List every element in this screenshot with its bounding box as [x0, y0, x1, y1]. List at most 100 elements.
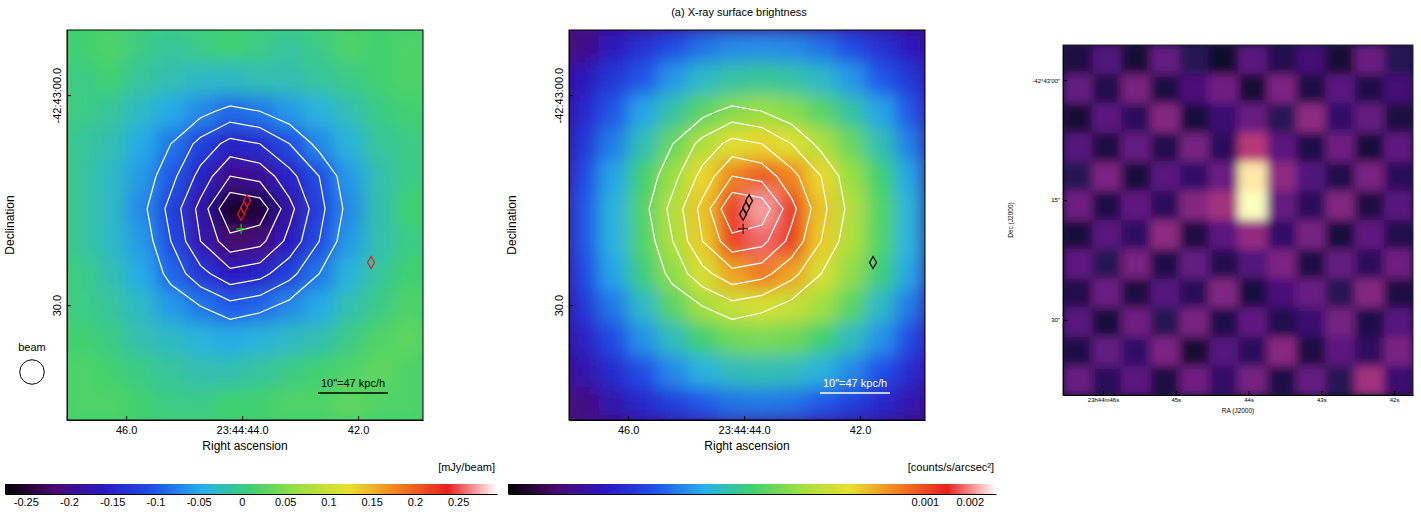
cell — [334, 323, 364, 356]
cell — [215, 290, 245, 323]
cell — [126, 290, 156, 323]
cell — [215, 355, 245, 388]
cell — [1063, 162, 1093, 192]
cell — [717, 30, 747, 63]
cell — [97, 225, 127, 258]
cell — [1355, 133, 1385, 163]
cell — [364, 193, 394, 226]
cell — [1384, 278, 1413, 308]
cell — [275, 95, 305, 128]
tick-label: 30.0 — [51, 295, 63, 316]
cell — [1121, 337, 1151, 367]
cell — [747, 63, 777, 96]
cell — [599, 193, 629, 226]
tick-label: 46.0 — [116, 424, 137, 436]
cell — [658, 258, 688, 291]
cell — [599, 160, 629, 193]
cell — [275, 30, 305, 63]
cell — [895, 258, 925, 291]
tick-label: 42s — [1390, 397, 1400, 403]
cell — [1180, 133, 1210, 163]
cell — [628, 290, 658, 323]
tick: -0.2 — [60, 494, 79, 508]
cell — [334, 30, 364, 63]
cell — [364, 290, 394, 323]
cell — [1063, 191, 1093, 221]
cell — [1180, 74, 1210, 104]
cell — [599, 30, 629, 63]
cell — [1151, 249, 1181, 279]
cell — [1209, 366, 1239, 395]
cell — [1151, 366, 1181, 395]
cell — [895, 323, 925, 356]
y-axis-title: Declination — [3, 195, 17, 254]
cell — [67, 193, 97, 226]
cell — [1092, 249, 1122, 279]
x-axis-title: Right ascension — [202, 439, 287, 453]
contours — [649, 106, 845, 319]
tick: 0.15 — [361, 494, 382, 508]
tick-mark — [569, 305, 573, 306]
cell — [1238, 220, 1268, 250]
cell — [1326, 366, 1356, 395]
tick-mark — [628, 416, 629, 420]
cell — [1151, 74, 1181, 104]
tick-label: 42.0 — [850, 424, 871, 436]
marker-plus — [236, 224, 246, 234]
cell — [1209, 278, 1239, 308]
cell — [1296, 133, 1326, 163]
tick: -42:43:00.0 — [553, 68, 573, 124]
cell — [777, 95, 807, 128]
scale-bar-label: 10"=47 kpc/h — [321, 377, 385, 389]
cell — [777, 160, 807, 193]
cell — [1238, 308, 1268, 338]
tick-label: -0.25 — [14, 496, 39, 508]
cell — [304, 30, 334, 63]
tick: 23:44:44.0 — [217, 416, 269, 436]
cell — [97, 323, 127, 356]
cell — [866, 30, 896, 63]
frame — [569, 30, 925, 420]
cell — [866, 323, 896, 356]
cell — [1296, 45, 1326, 75]
cell — [777, 30, 807, 63]
cell — [1092, 74, 1122, 104]
cell — [836, 290, 866, 323]
panel: 46.023:44:44.042.0-42:43:00.030.0Right a… — [3, 30, 498, 508]
tick: 46.0 — [116, 416, 137, 436]
cell — [777, 355, 807, 388]
cell — [126, 258, 156, 291]
cell — [1326, 191, 1356, 221]
cell — [1121, 74, 1151, 104]
tick: 30.0 — [553, 295, 573, 316]
cell — [1209, 337, 1239, 367]
marker-diamond — [244, 195, 251, 207]
cell — [304, 63, 334, 96]
cell — [1326, 162, 1356, 192]
cell — [895, 95, 925, 128]
cell — [67, 225, 97, 258]
title: (a) X-ray surface brightness — [671, 6, 807, 18]
cell — [866, 193, 896, 226]
tick: -0.05 — [187, 494, 212, 508]
cell — [628, 63, 658, 96]
tick-label: -42:43:00.0 — [553, 68, 565, 124]
cell — [1063, 308, 1093, 338]
tick-mark — [67, 305, 71, 306]
cell — [1296, 191, 1326, 221]
cell — [1121, 278, 1151, 308]
cell — [1180, 278, 1210, 308]
cell — [126, 63, 156, 96]
cell — [186, 323, 216, 356]
tick-label: 0.05 — [275, 496, 296, 508]
cell — [688, 388, 718, 421]
tick-label: 0.25 — [448, 496, 469, 508]
cell — [1267, 337, 1297, 367]
cell — [1384, 366, 1413, 395]
tick-mark — [67, 95, 71, 96]
cell — [569, 290, 599, 323]
axis: 46.023:44:44.042.0 — [570, 416, 926, 436]
cell — [1326, 133, 1356, 163]
cell — [334, 63, 364, 96]
cell — [97, 258, 127, 291]
